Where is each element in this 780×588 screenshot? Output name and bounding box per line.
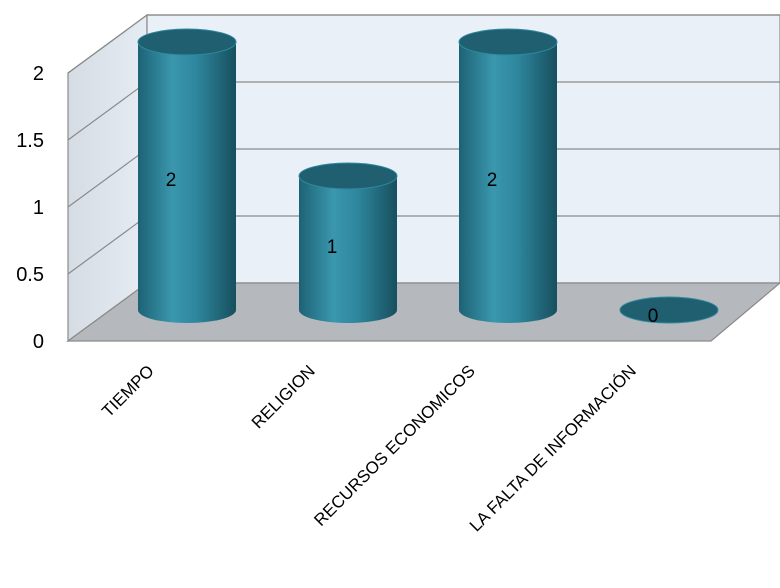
x-category-label: LA FALTA DE INFORMACIÓN	[466, 361, 640, 535]
data-label: 0	[648, 306, 659, 327]
y-tick-label: 1	[33, 197, 44, 219]
bar-body	[459, 42, 557, 323]
y-tick-label: 0	[33, 331, 44, 353]
bar	[298, 162, 398, 323]
data-label: 2	[166, 170, 177, 191]
x-category-label: TIEMPO	[98, 361, 158, 421]
bars	[137, 28, 719, 324]
bar-top	[619, 296, 719, 324]
y-tick-label: 2	[33, 63, 44, 85]
gridline-side	[67, 215, 148, 275]
x-category-label: RELIGION	[248, 361, 319, 432]
data-label: 1	[327, 237, 338, 258]
data-labels: 2 1 2 0	[166, 170, 659, 327]
bar-body	[299, 176, 397, 323]
bar	[137, 28, 237, 323]
bar-top	[137, 28, 237, 56]
gridline-side	[67, 148, 148, 208]
data-label: 2	[487, 170, 498, 191]
bar	[458, 28, 558, 323]
bar-top	[458, 28, 558, 56]
bar-body	[138, 42, 236, 323]
y-tick-label: 1.5	[16, 130, 44, 152]
x-category-label: RECURSOS ECONOMICOS	[310, 361, 478, 529]
gridline-side	[67, 81, 148, 141]
bar	[619, 296, 719, 324]
floor	[66, 282, 780, 342]
y-tick-label: 0.5	[16, 264, 44, 286]
bar-top	[298, 162, 398, 190]
y-axis-ticks: 0 0.5 1 1.5 2	[16, 63, 44, 353]
gridline-side	[67, 14, 148, 74]
